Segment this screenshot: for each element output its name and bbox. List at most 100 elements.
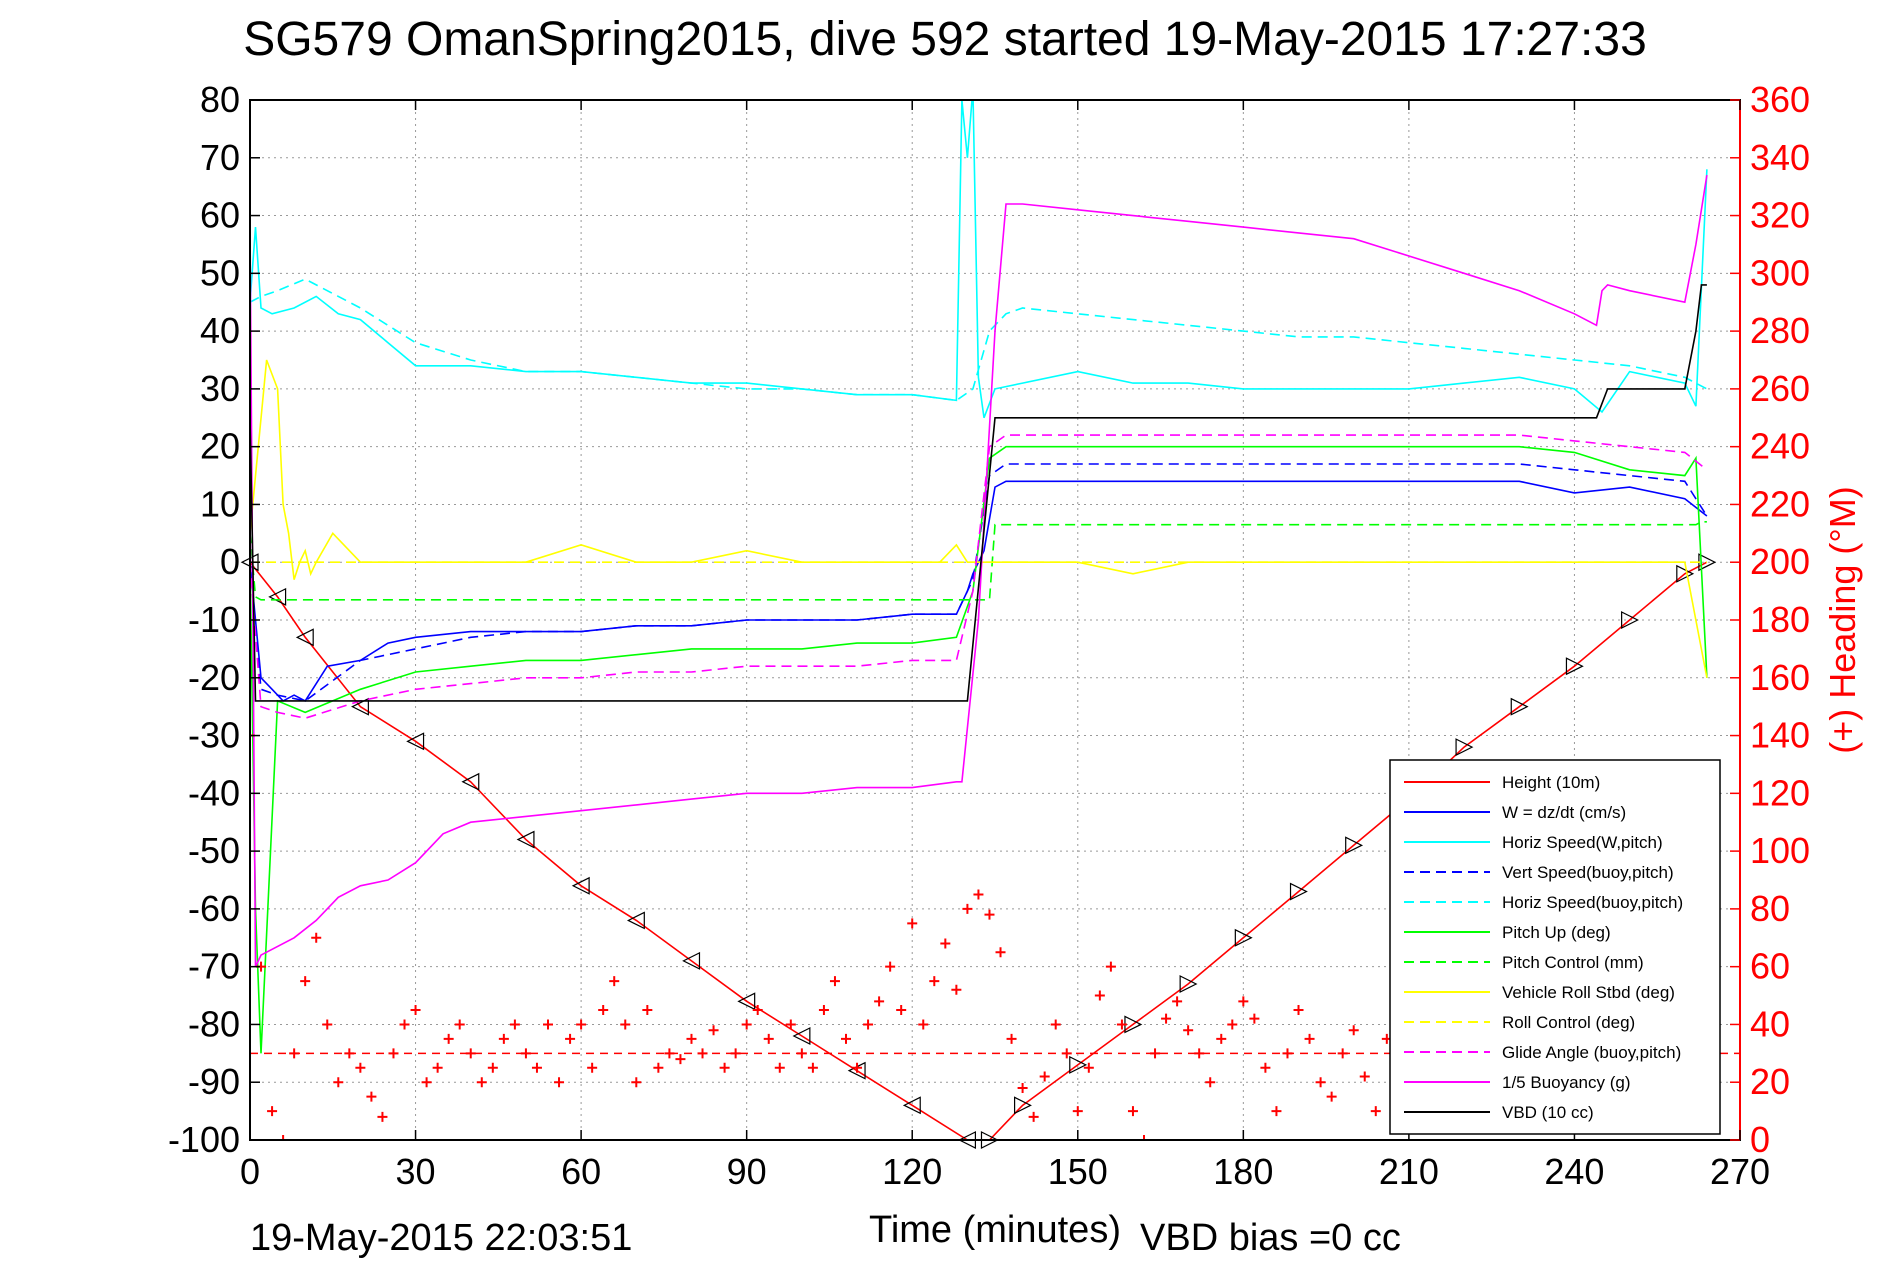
heading-point xyxy=(1172,996,1183,1007)
x-tick-label: 0 xyxy=(240,1151,260,1192)
depth-marker xyxy=(1069,1055,1088,1074)
heading-point xyxy=(498,1033,509,1044)
heading-point xyxy=(1050,1019,1061,1030)
legend-label: Roll Control (deg) xyxy=(1502,1013,1635,1032)
heading-point xyxy=(962,903,973,914)
heading-point xyxy=(1161,1013,1172,1024)
heading-point xyxy=(885,961,896,972)
heading-point xyxy=(1139,1135,1149,1140)
heading-point xyxy=(366,1091,377,1102)
heading-point xyxy=(543,1019,553,1030)
heading-point xyxy=(807,1062,818,1073)
y-tick-label: -100 xyxy=(168,1119,240,1160)
legend-label: Pitch Control (mm) xyxy=(1502,953,1644,972)
depth-marker xyxy=(1234,928,1253,947)
legend-label: Vert Speed(buoy,pitch) xyxy=(1502,863,1674,882)
heading-point xyxy=(1006,1033,1017,1044)
heading-point xyxy=(918,1019,929,1030)
depth-marker xyxy=(461,772,480,791)
y-tick-label: -50 xyxy=(188,830,240,871)
heading-point xyxy=(741,1019,752,1030)
heading-point xyxy=(852,1062,863,1073)
depth-marker xyxy=(351,697,369,716)
y-tick-label: -60 xyxy=(188,888,240,929)
left-axis: 80 70 60 50 40 30 20 10 0 -10 -20 -30 -40 -50 -60 -70 -8… xyxy=(168,79,260,1160)
x-tick-label: 120 xyxy=(882,1151,942,1192)
heading-point xyxy=(1039,1071,1050,1082)
y-right-tick-label: 0 xyxy=(1750,1119,1770,1160)
depth-markers xyxy=(240,553,1717,1149)
heading-point xyxy=(752,1005,763,1015)
y-tick-label: -80 xyxy=(188,1003,240,1044)
legend-label: Glide Angle (buoy,pitch) xyxy=(1502,1043,1681,1062)
y-tick-label: 70 xyxy=(200,137,240,178)
x-tick-label: 60 xyxy=(561,1151,601,1192)
heading-point xyxy=(675,1054,686,1065)
heading-point xyxy=(973,889,984,900)
heading-point xyxy=(1249,1013,1260,1024)
legend-label: Horiz Speed(W,pitch) xyxy=(1502,833,1663,852)
depth-marker xyxy=(1289,882,1308,901)
y-right-tick-label: 360 xyxy=(1750,79,1810,120)
x-tick-label: 210 xyxy=(1379,1151,1439,1192)
heading-point xyxy=(774,1062,785,1073)
heading-point xyxy=(995,947,1006,958)
heading-point xyxy=(631,1077,642,1088)
heading-point xyxy=(1216,1033,1227,1044)
y-right-tick-label: 300 xyxy=(1750,252,1810,293)
heading-point xyxy=(686,1033,697,1044)
series-line xyxy=(250,561,1708,1140)
heading-point xyxy=(443,1033,454,1044)
y-tick-label: -30 xyxy=(188,715,240,756)
heading-point xyxy=(1370,1106,1381,1117)
heading-point xyxy=(785,1019,796,1030)
heading-point xyxy=(1205,1077,1216,1088)
heading-point xyxy=(896,1005,907,1015)
y-right-tick-label: 340 xyxy=(1750,137,1810,178)
heading-point xyxy=(565,1033,576,1044)
heading-point xyxy=(1348,1025,1359,1036)
y-right-tick-label: 140 xyxy=(1750,715,1810,756)
depth-marker xyxy=(792,1027,811,1045)
heading-point xyxy=(708,1025,719,1036)
y-right-tick-label: 200 xyxy=(1750,541,1810,582)
depth-marker xyxy=(571,876,590,895)
depth-marker xyxy=(626,911,645,930)
legend-label: Height (10m) xyxy=(1502,773,1600,792)
heading-point xyxy=(531,1062,542,1073)
depth-marker xyxy=(1345,836,1364,855)
x-tick-label: 180 xyxy=(1213,1151,1273,1192)
heading-point xyxy=(333,1077,344,1088)
y-right-tick-label: 260 xyxy=(1750,368,1810,409)
depth-marker xyxy=(1510,697,1529,716)
depth-marker xyxy=(1621,611,1639,629)
heading-point xyxy=(719,1062,730,1073)
y-right-tick-label: 320 xyxy=(1750,195,1810,236)
heading-point xyxy=(355,1062,366,1073)
heading-point xyxy=(763,1033,774,1044)
right-axis: 3603403203002802602402202001801601401201… xyxy=(1730,79,1810,1160)
heading-point xyxy=(863,1019,874,1030)
x-tick-label: 30 xyxy=(396,1151,436,1192)
heading-point xyxy=(1127,1106,1138,1117)
heading-point xyxy=(1072,1106,1083,1117)
depth-marker xyxy=(902,1096,921,1115)
footer-vbd-bias: VBD bias =0 cc xyxy=(1140,1217,1401,1259)
depth-marker xyxy=(682,951,701,970)
depth-marker xyxy=(1179,975,1198,993)
heading-point xyxy=(1028,1111,1039,1122)
heading-point xyxy=(984,909,995,920)
heading-point xyxy=(653,1062,664,1073)
footer-timestamp: 19-May-2015 22:03:51 xyxy=(250,1217,632,1259)
y-tick-label: 20 xyxy=(200,426,240,467)
heading-point xyxy=(410,1005,421,1015)
depth-marker xyxy=(1565,657,1584,676)
x-tick-label: 90 xyxy=(727,1151,767,1192)
x-tick-label: 150 xyxy=(1048,1151,1108,1192)
y-tick-label: 50 xyxy=(200,252,240,293)
heading-point xyxy=(1359,1071,1370,1082)
series-line xyxy=(250,278,1708,402)
legend-label: W = dz/dt (cm/s) xyxy=(1502,803,1626,822)
heading-point xyxy=(1183,1025,1194,1036)
